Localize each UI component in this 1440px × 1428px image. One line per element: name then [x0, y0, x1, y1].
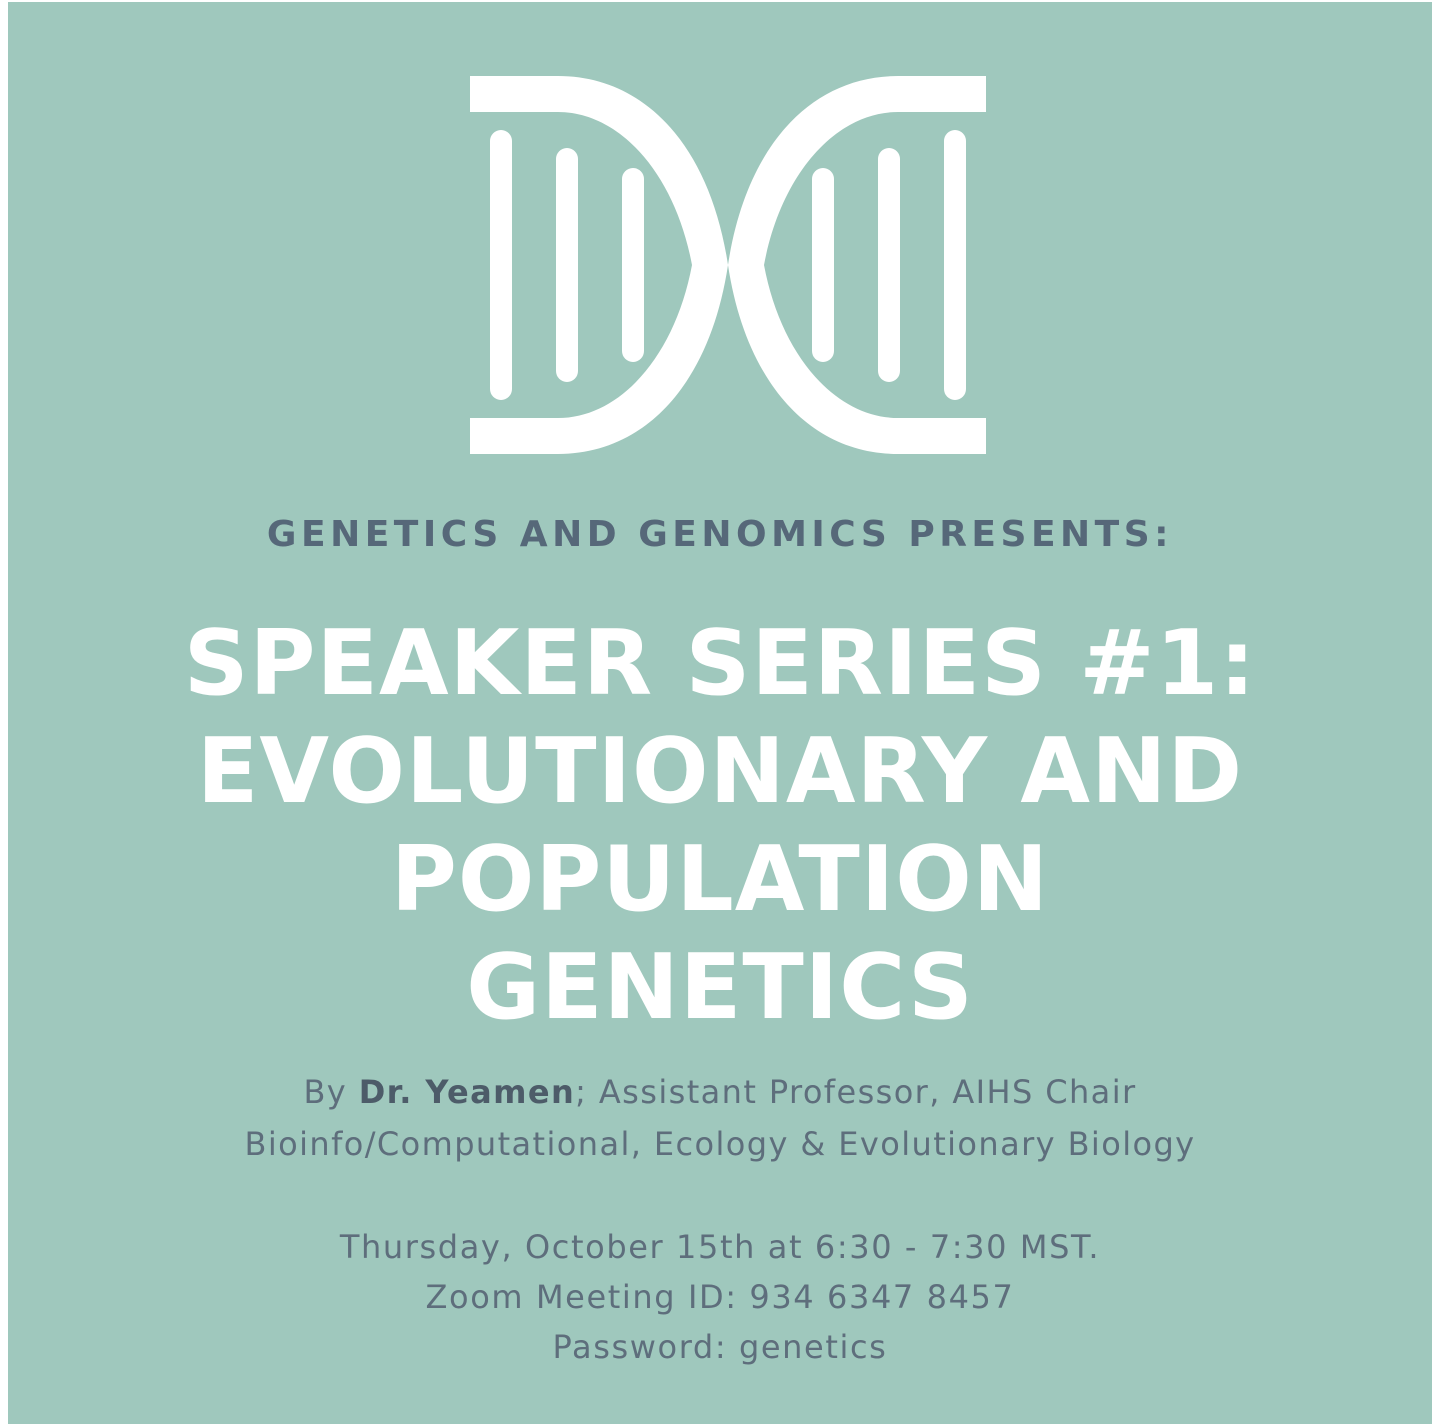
speaker-role: ; Assistant Professor, AIHS Chair [575, 1073, 1137, 1111]
zoom-password: Password: genetics [552, 1328, 888, 1366]
speaker-department: Bioinfo/Computational, Ecology & Evoluti… [244, 1125, 1196, 1163]
dna-helix-icon [470, 76, 986, 454]
speaker-info: By Dr. Yeamen; Assistant Professor, AIHS… [8, 1066, 1432, 1170]
title-line: SPEAKER SERIES #1: [183, 611, 1257, 716]
event-datetime: Thursday, October 15th at 6:30 - 7:30 MS… [339, 1228, 1101, 1266]
title-line: EVOLUTIONARY AND [196, 719, 1244, 824]
event-details: Thursday, October 15th at 6:30 - 7:30 MS… [8, 1222, 1432, 1372]
title-line: POPULATION [390, 827, 1050, 932]
speaker-prefix: By [303, 1073, 359, 1111]
zoom-meeting-id: Zoom Meeting ID: 934 6347 8457 [425, 1278, 1015, 1316]
title-line: GENETICS [466, 935, 974, 1040]
speaker-name: Dr. Yeamen [358, 1073, 576, 1111]
speaker-line: By Dr. Yeamen; Assistant Professor, AIHS… [8, 1066, 1432, 1118]
event-title: SPEAKER SERIES #1: EVOLUTIONARY AND POPU… [8, 610, 1432, 1042]
presenter-heading: GENETICS AND GENOMICS PRESENTS: [266, 514, 1174, 555]
event-poster: GENETICS AND GENOMICS PRESENTS: SPEAKER … [8, 2, 1432, 1424]
